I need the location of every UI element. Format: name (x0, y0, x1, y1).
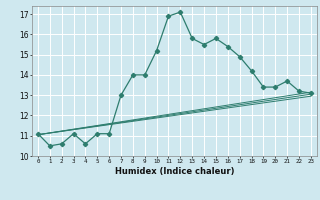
X-axis label: Humidex (Indice chaleur): Humidex (Indice chaleur) (115, 167, 234, 176)
